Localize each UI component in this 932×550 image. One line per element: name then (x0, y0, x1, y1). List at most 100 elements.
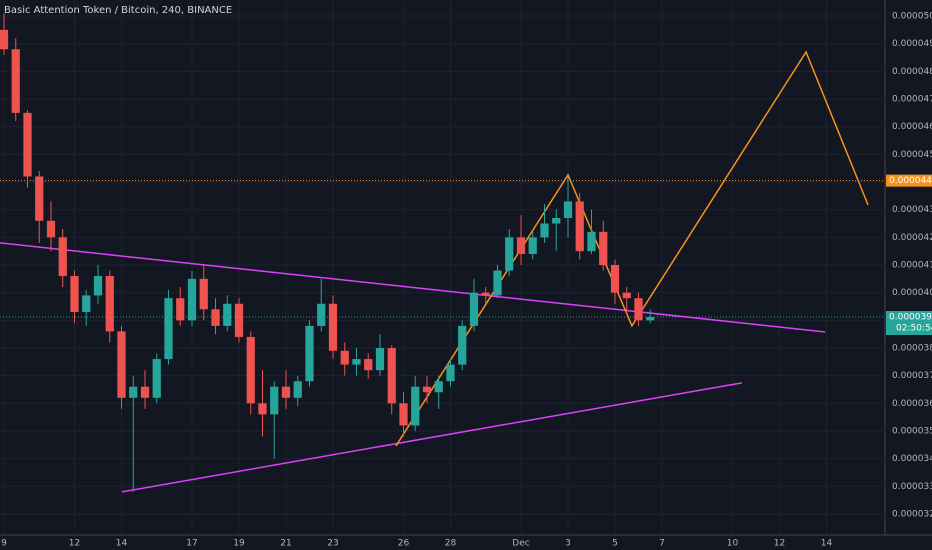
x-tick-label: 14 (821, 539, 833, 549)
candle-body (446, 364, 455, 382)
y-tick-label: 0.00004100 (892, 261, 932, 271)
level-label: 0.00004405 (889, 176, 932, 186)
candle-body (199, 278, 208, 310)
y-tick-label: 0.00004900 (892, 39, 932, 49)
candle-body (516, 237, 526, 254)
x-tick-label: 21 (280, 539, 291, 549)
x-tick-label: 28 (445, 539, 457, 549)
candle-body (575, 201, 584, 252)
candle-body (399, 403, 408, 426)
candle-body (70, 276, 79, 313)
axes: 0.00003200 0.00003300 0.00003400 0.00003500… (1, 12, 932, 549)
chart-title: Basic Attention Token / Bitcoin, 240, BI… (4, 5, 232, 16)
last-price-label: 0.00003912 (889, 313, 932, 323)
candle-body (481, 292, 490, 296)
candle-body (35, 176, 44, 221)
candle-body (82, 295, 91, 313)
candle-body (634, 298, 643, 321)
candle-body (552, 217, 561, 224)
candle-body (187, 278, 197, 321)
x-tick-label: 26 (398, 539, 410, 549)
x-tick-label: 12 (774, 539, 785, 549)
candle-body (317, 303, 326, 326)
candle-body (305, 325, 314, 382)
candle-body (93, 276, 103, 296)
candle-body (46, 220, 56, 238)
y-tick-label: 0.00004300 (892, 205, 932, 215)
x-tick-label: Dec (512, 539, 529, 549)
y-tick-label: 0.00003200 (892, 509, 932, 519)
grid (0, 0, 885, 535)
candle-body (129, 386, 138, 398)
candle-body (164, 298, 173, 360)
x-tick-label: 12 (69, 539, 80, 549)
candle-body (258, 403, 267, 415)
candle-body (234, 303, 244, 337)
x-tick-label: 5 (612, 539, 618, 549)
candle-body (58, 237, 67, 277)
candle-body (0, 29, 9, 50)
x-tick-label: 9 (1, 539, 7, 549)
last-price-tag (886, 311, 932, 336)
candle-body (422, 386, 432, 393)
candles (0, 13, 655, 492)
y-tick-label: 0.00004000 (892, 288, 932, 298)
candle-body (646, 317, 655, 321)
x-tick-label: 23 (327, 539, 338, 549)
y-tick-label: 0.00004700 (892, 95, 932, 105)
candle-body (152, 359, 161, 398)
trend-line (0, 242, 826, 333)
x-tick-label: 7 (659, 539, 665, 549)
candle-body (140, 386, 150, 398)
level-tag (886, 174, 932, 187)
countdown-label: 02:50:54 (896, 324, 932, 334)
candle-body (563, 201, 573, 218)
candle-body (105, 276, 114, 332)
x-tick-label: 10 (727, 539, 739, 549)
candle-body (246, 336, 255, 404)
candle-body (458, 325, 467, 365)
candle-body (469, 292, 479, 326)
x-tick-label: 3 (565, 539, 571, 549)
candle-body (364, 359, 373, 371)
x-tick-label: 17 (186, 539, 197, 549)
x-tick-label: 19 (233, 539, 245, 549)
candle-body (352, 359, 361, 365)
y-tick-label: 0.00003800 (892, 343, 932, 353)
trend-line (121, 382, 743, 493)
y-tick-label: 0.00003700 (892, 371, 932, 381)
y-tick-label: 0.00003300 (892, 482, 932, 492)
candle-body (270, 386, 279, 415)
x-tick-label: 14 (116, 539, 128, 549)
candle-body (293, 381, 302, 398)
candle-body (493, 270, 502, 296)
candle-body (340, 350, 349, 365)
candle-body (610, 265, 620, 293)
y-tick-label: 0.00003500 (892, 426, 932, 436)
candle-body (328, 303, 338, 351)
candle-body (11, 49, 20, 113)
candle-body (281, 386, 291, 398)
candle-body (434, 381, 443, 393)
candle-body (599, 231, 608, 266)
y-tick-label: 0.00004200 (892, 233, 932, 243)
candle-body (387, 347, 396, 404)
y-tick-label: 0.00004500 (892, 150, 932, 160)
candle-body (23, 112, 32, 177)
candle-body (375, 347, 385, 371)
candle-body (540, 223, 549, 238)
candle-body (528, 237, 537, 254)
y-tick-label: 0.00005000 (892, 12, 932, 22)
candle-body (223, 303, 232, 326)
candle-body (211, 309, 220, 326)
y-tick-label: 0.00003600 (892, 399, 932, 409)
candle-body (411, 386, 420, 426)
candle-body (587, 231, 596, 252)
candle-body (622, 292, 631, 299)
candle-body (117, 331, 126, 398)
y-tick-label: 0.00003400 (892, 454, 932, 464)
y-tick-label: 0.00004600 (892, 122, 932, 132)
